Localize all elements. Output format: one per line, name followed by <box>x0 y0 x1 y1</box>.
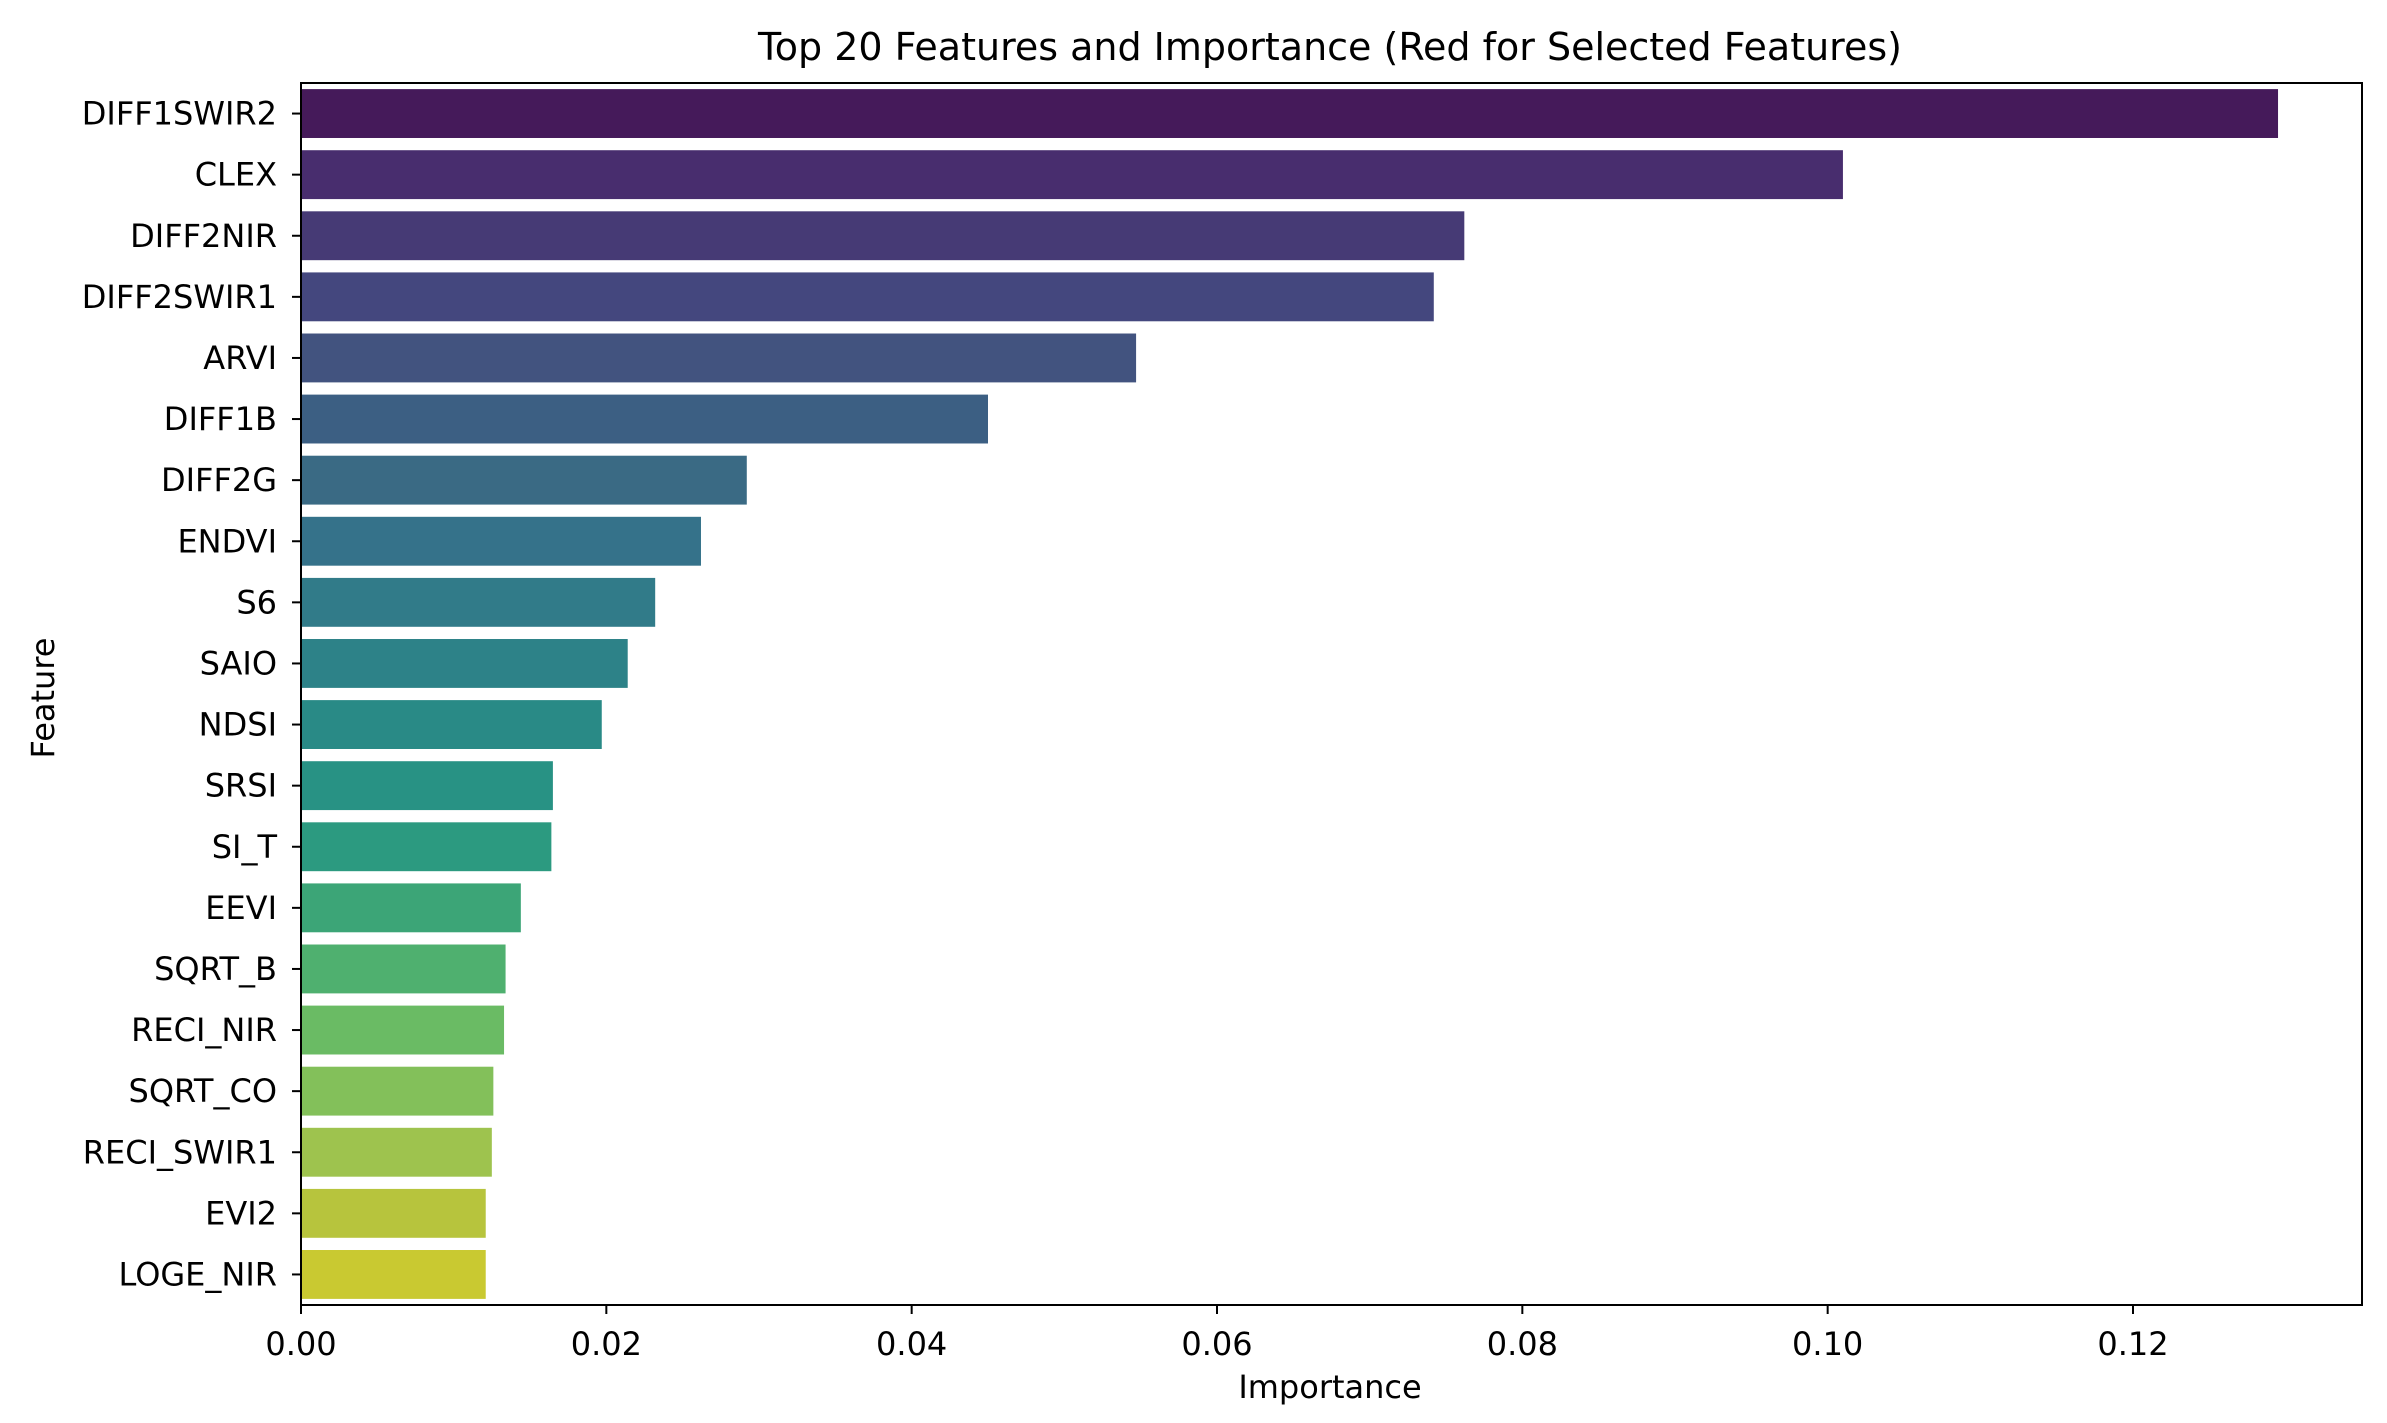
y-ticks-group: DIFF1SWIR2 CLEX DIFF2NIR DIFF2SWIR1 ARVI DIFF… <box>82 95 301 1293</box>
y-tick-label: EEVI <box>205 889 277 927</box>
x-tick-label: 0.08 <box>1487 1325 1558 1363</box>
bar-diff1swir2 <box>301 89 2279 138</box>
bar-srsi <box>301 761 553 811</box>
y-tick-label: DIFF2SWIR1 <box>82 278 277 316</box>
bar-sqrt-b <box>301 944 506 994</box>
bar-saio <box>301 639 628 688</box>
y-axis-label: Feature <box>24 638 62 759</box>
y-tick-label: SQRT_CO <box>129 1072 277 1110</box>
y-tick-label: ARVI <box>203 339 277 377</box>
x-tick-label: 0.00 <box>265 1325 336 1363</box>
x-tick-label: 0.02 <box>571 1325 642 1363</box>
x-tick-label: 0.12 <box>2097 1325 2168 1363</box>
chart-title: Top 20 Features and Importance (Red for … <box>757 25 1902 69</box>
y-tick-label: DIFF2NIR <box>130 217 277 255</box>
y-tick-label: LOGE_NIR <box>119 1255 278 1293</box>
plot-frame <box>300 82 2363 1306</box>
y-tick-label: EVI2 <box>205 1194 277 1232</box>
bar-si-t <box>301 822 552 872</box>
bar-eevi <box>301 883 521 933</box>
bar-diff2swir1 <box>301 272 1434 322</box>
bar-ndsi <box>301 700 602 749</box>
x-tick-label: 0.04 <box>876 1325 947 1363</box>
y-tick-label: ENDVI <box>177 522 277 560</box>
bar-reci-swir1 <box>301 1127 492 1177</box>
bar-clex <box>301 150 1843 200</box>
bar-diff1b <box>301 394 988 444</box>
x-tick-label: 0.10 <box>1792 1325 1863 1363</box>
y-tick-label: RECI_NIR <box>131 1011 277 1049</box>
bar-sqrt-co <box>301 1066 494 1116</box>
bar-diff2g <box>301 455 747 505</box>
bars-group <box>301 89 2279 1299</box>
y-tick-label: S6 <box>236 583 277 621</box>
y-tick-label: SRSI <box>205 767 277 805</box>
bar-loge-nir <box>301 1250 486 1299</box>
bar-diff2nir <box>301 211 1465 261</box>
x-tick-label: 0.06 <box>1181 1325 1252 1363</box>
bar-evi2 <box>301 1188 486 1238</box>
y-tick-label: DIFF1SWIR2 <box>82 95 277 133</box>
y-tick-label: CLEX <box>195 156 277 194</box>
y-tick-label: SQRT_B <box>154 950 277 988</box>
bar-endvi <box>301 516 701 566</box>
y-tick-label: SAIO <box>200 644 277 682</box>
bar-reci-nir <box>301 1005 505 1055</box>
bar-s6 <box>301 577 656 627</box>
y-tick-label: DIFF2G <box>161 461 277 499</box>
x-ticks-group: 0.00 0.02 0.04 0.06 0.08 0.10 0.12 <box>265 1305 2169 1363</box>
bar-arvi <box>301 333 1137 383</box>
y-tick-label: DIFF1B <box>164 400 277 438</box>
y-tick-label: RECI_SWIR1 <box>83 1133 277 1171</box>
y-tick-label: SI_T <box>212 828 278 866</box>
x-axis-label: Importance <box>1238 1368 1421 1406</box>
y-tick-label: NDSI <box>199 706 277 744</box>
